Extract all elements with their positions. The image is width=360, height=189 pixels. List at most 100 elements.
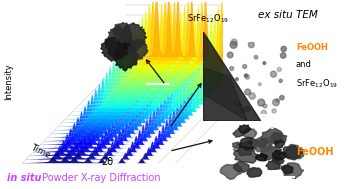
Text: Time: Time: [29, 143, 51, 160]
Circle shape: [235, 78, 238, 81]
Polygon shape: [266, 159, 280, 170]
Polygon shape: [94, 43, 247, 90]
Text: 2 min: 2 min: [249, 37, 271, 43]
Circle shape: [276, 99, 279, 102]
Polygon shape: [256, 154, 267, 161]
Circle shape: [279, 79, 282, 82]
Circle shape: [248, 42, 254, 48]
Polygon shape: [22, 156, 176, 163]
Circle shape: [273, 99, 279, 106]
Polygon shape: [80, 66, 233, 105]
Text: Powder X-ray Diffraction: Powder X-ray Diffraction: [39, 173, 160, 183]
Text: SrFe$_{12}$O$_{19}$: SrFe$_{12}$O$_{19}$: [296, 77, 338, 90]
Circle shape: [230, 41, 237, 48]
Text: 10 min: 10 min: [92, 12, 119, 19]
Polygon shape: [97, 38, 251, 86]
Polygon shape: [271, 133, 287, 144]
Polygon shape: [256, 139, 268, 147]
Polygon shape: [114, 42, 138, 71]
Polygon shape: [101, 32, 254, 83]
Text: 2θ: 2θ: [101, 157, 113, 167]
Polygon shape: [273, 151, 287, 160]
Circle shape: [244, 106, 250, 112]
Text: Intensity: Intensity: [4, 63, 13, 100]
Circle shape: [281, 46, 286, 52]
Polygon shape: [26, 151, 179, 160]
Polygon shape: [72, 77, 225, 112]
Polygon shape: [83, 60, 236, 101]
Polygon shape: [122, 0, 275, 61]
Polygon shape: [274, 140, 284, 147]
Circle shape: [272, 109, 276, 113]
Polygon shape: [281, 144, 303, 160]
Polygon shape: [260, 128, 283, 143]
Polygon shape: [51, 111, 204, 134]
Text: FeOOH: FeOOH: [296, 147, 333, 157]
Circle shape: [261, 110, 266, 116]
Polygon shape: [119, 4, 272, 64]
Circle shape: [277, 67, 282, 71]
Polygon shape: [243, 129, 257, 139]
Circle shape: [244, 74, 248, 77]
Polygon shape: [113, 23, 131, 43]
Text: 20 s: 20 s: [265, 124, 281, 130]
Polygon shape: [30, 145, 183, 156]
Circle shape: [234, 100, 237, 103]
Polygon shape: [104, 26, 258, 79]
Polygon shape: [120, 23, 147, 51]
Polygon shape: [247, 168, 262, 177]
Polygon shape: [65, 88, 219, 119]
Polygon shape: [58, 100, 211, 127]
Polygon shape: [115, 9, 268, 68]
Circle shape: [243, 64, 247, 69]
Polygon shape: [69, 83, 222, 116]
Polygon shape: [260, 144, 282, 160]
Circle shape: [245, 89, 251, 95]
Polygon shape: [203, 68, 248, 121]
Circle shape: [227, 52, 233, 58]
Polygon shape: [108, 21, 261, 75]
Polygon shape: [54, 105, 208, 130]
Circle shape: [263, 104, 267, 108]
Text: and: and: [296, 60, 312, 70]
Polygon shape: [248, 139, 259, 146]
Polygon shape: [252, 137, 273, 152]
Circle shape: [237, 103, 240, 106]
Circle shape: [280, 95, 284, 100]
Circle shape: [280, 53, 286, 58]
Polygon shape: [284, 145, 306, 159]
Circle shape: [254, 55, 258, 59]
Polygon shape: [203, 32, 261, 121]
Polygon shape: [273, 157, 284, 165]
Circle shape: [231, 39, 237, 45]
Text: FeOOH: FeOOH: [296, 43, 328, 53]
Polygon shape: [101, 37, 124, 61]
Polygon shape: [44, 122, 197, 141]
Polygon shape: [90, 49, 243, 94]
Polygon shape: [33, 139, 186, 152]
Polygon shape: [47, 117, 201, 138]
Circle shape: [241, 109, 245, 113]
Text: in situ: in situ: [6, 173, 41, 183]
Circle shape: [245, 75, 249, 79]
Polygon shape: [233, 161, 249, 172]
Text: SrFe$_{12}$O$_{19}$: SrFe$_{12}$O$_{19}$: [187, 12, 229, 25]
Polygon shape: [76, 72, 229, 108]
Polygon shape: [234, 147, 259, 163]
Polygon shape: [37, 134, 190, 149]
Polygon shape: [281, 163, 304, 178]
Circle shape: [249, 93, 255, 99]
Polygon shape: [105, 26, 132, 60]
Polygon shape: [233, 130, 244, 137]
Polygon shape: [282, 165, 293, 174]
Polygon shape: [40, 128, 193, 145]
Polygon shape: [128, 39, 148, 60]
Polygon shape: [238, 125, 251, 134]
Circle shape: [263, 62, 266, 64]
Circle shape: [258, 99, 265, 106]
Polygon shape: [234, 141, 256, 156]
Polygon shape: [233, 142, 242, 148]
Polygon shape: [87, 55, 240, 97]
Circle shape: [230, 67, 234, 70]
Polygon shape: [126, 0, 279, 57]
